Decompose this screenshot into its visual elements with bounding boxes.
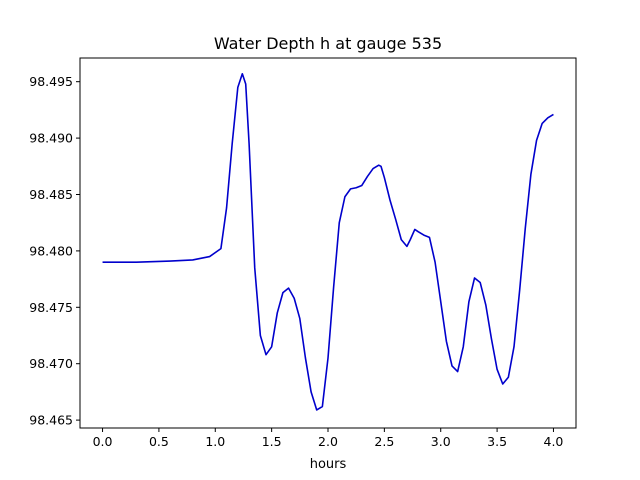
- x-tick-label: 2.5: [374, 434, 394, 449]
- y-tick-label: 98.465: [29, 413, 73, 428]
- chart-title: Water Depth h at gauge 535: [214, 34, 442, 53]
- x-axis: 0.0 0.5 1.0 1.5 2.0 2.5 3.0 3.5 4.0: [93, 428, 564, 449]
- x-tick-label: 3.0: [431, 434, 451, 449]
- x-tick-label: 1.0: [205, 434, 225, 449]
- y-tick-label: 98.480: [29, 243, 73, 258]
- y-tick-label: 98.490: [29, 131, 73, 146]
- y-tick-label: 98.485: [29, 187, 73, 202]
- x-tick-label: 2.0: [318, 434, 338, 449]
- y-axis: 98.465 98.470 98.475 98.480 98.485 98.490 98.4…: [29, 74, 80, 428]
- x-tick-label: 3.5: [487, 434, 507, 449]
- x-tick-label: 1.5: [262, 434, 282, 449]
- x-axis-label: hours: [310, 457, 347, 472]
- y-tick-label: 98.495: [29, 74, 73, 89]
- x-tick-label: 0.0: [93, 434, 113, 449]
- y-tick-label: 98.475: [29, 300, 73, 315]
- x-tick-label: 4.0: [544, 434, 564, 449]
- axes-frame: [79, 57, 577, 429]
- series-line-0: [102, 72, 554, 411]
- plot-area: [102, 72, 554, 411]
- y-tick-label: 98.470: [29, 356, 73, 371]
- x-tick-label: 0.5: [149, 434, 169, 449]
